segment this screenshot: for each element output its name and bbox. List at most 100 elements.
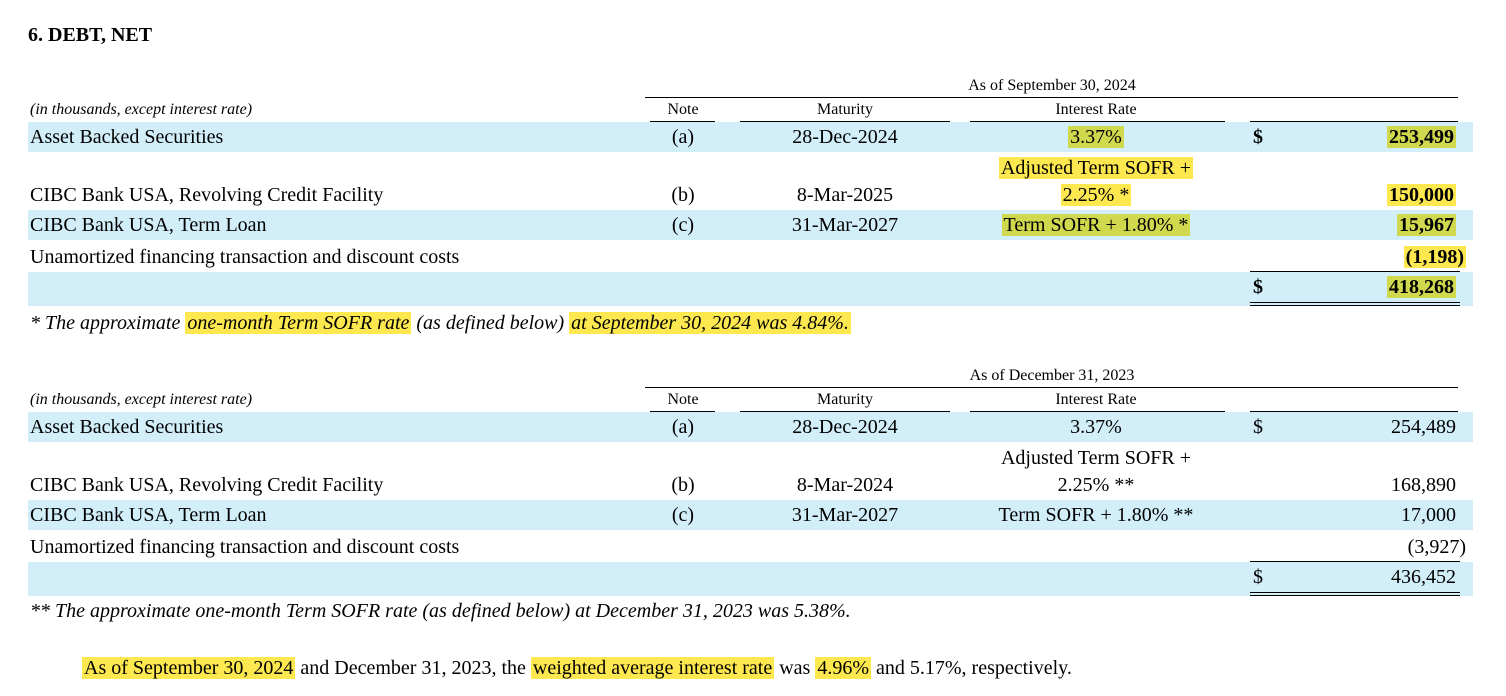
maturity-cell-text: 28-Dec-2024 bbox=[792, 416, 898, 438]
column-header: Interest Rate bbox=[886, 100, 1306, 120]
rule bbox=[740, 411, 950, 412]
amount-cell-text: 253,499 bbox=[1387, 126, 1456, 148]
paragraph-segment: 4.96% bbox=[815, 657, 872, 679]
row-label: CIBC Bank USA, Term Loan bbox=[30, 502, 267, 528]
rule bbox=[650, 121, 715, 122]
units-note: (in thousands, except interest rate) bbox=[30, 100, 252, 120]
rule bbox=[740, 121, 950, 122]
rate-cell: 2.25% ** bbox=[886, 472, 1306, 498]
amount-cell-text: (1,198) bbox=[1403, 246, 1466, 268]
rule bbox=[1250, 302, 1460, 303]
rule bbox=[645, 97, 1458, 98]
note-cell: (b) bbox=[473, 472, 893, 498]
column-header: Interest Rate bbox=[886, 390, 1306, 410]
row-label-text: Unamortized financing transaction and di… bbox=[30, 246, 460, 268]
row-label-text: Asset Backed Securities bbox=[30, 416, 224, 438]
row-label: CIBC Bank USA, Revolving Credit Facility bbox=[30, 182, 383, 208]
paragraph-segment: was bbox=[774, 657, 816, 679]
amount-cell-text: 150,000 bbox=[1387, 184, 1456, 206]
rule bbox=[650, 411, 715, 412]
rate-cell-text: 2.25% * bbox=[1060, 184, 1132, 206]
column-header-text: Maturity bbox=[817, 101, 873, 118]
period-header: As of September 30, 2024 bbox=[842, 76, 1262, 96]
footnote-segment: at September 30, 2024 was 4.84%. bbox=[569, 312, 851, 334]
rule bbox=[1250, 121, 1458, 122]
row-label: Asset Backed Securities bbox=[30, 414, 223, 440]
total-currency: $ bbox=[1253, 274, 1263, 300]
total-currency-text: $ bbox=[1253, 276, 1263, 298]
note-cell-text: (b) bbox=[671, 474, 695, 496]
rule bbox=[1250, 592, 1460, 593]
rate-cell: Term SOFR + 1.80% ** bbox=[886, 502, 1306, 528]
maturity-cell: 31-Mar-2027 bbox=[635, 502, 1055, 528]
rate-cell-text: 2.25% ** bbox=[1057, 474, 1135, 496]
rule bbox=[645, 387, 1458, 388]
row-band bbox=[28, 272, 1473, 306]
row-label-text: CIBC Bank USA, Term Loan bbox=[30, 504, 267, 526]
rate-cell: Term SOFR + 1.80% * bbox=[886, 212, 1306, 238]
paragraph-segment: and December 31, 2023, the bbox=[295, 657, 531, 679]
maturity-cell-text: 8-Mar-2024 bbox=[796, 474, 894, 496]
maturity-cell-text: 31-Mar-2027 bbox=[791, 214, 899, 236]
maturity-cell-text: 28-Dec-2024 bbox=[792, 126, 898, 148]
rate-cell: 3.37% bbox=[886, 124, 1306, 150]
note-cell: (b) bbox=[473, 182, 893, 208]
units-note-text: (in thousands, except interest rate) bbox=[30, 101, 253, 118]
note-cell-text: (c) bbox=[671, 214, 695, 236]
rate-cell-text: Term SOFR + 1.80% * bbox=[1001, 214, 1191, 236]
row-label-text: CIBC Bank USA, Revolving Credit Facility bbox=[30, 474, 384, 496]
rate-cell: Adjusted Term SOFR + bbox=[886, 155, 1306, 181]
column-header: Maturity bbox=[635, 390, 1055, 410]
column-header-text: Maturity bbox=[817, 391, 873, 408]
period-header-text: As of September 30, 2024 bbox=[968, 77, 1136, 94]
row-band bbox=[28, 122, 1473, 152]
row-band bbox=[28, 500, 1473, 530]
column-header-text: Note bbox=[667, 101, 699, 118]
row-label-text: Asset Backed Securities bbox=[30, 126, 224, 148]
amount-cell-text: 15,967 bbox=[1397, 214, 1456, 236]
amount-cell: (3,927) bbox=[1046, 534, 1466, 560]
currency-cell: $ bbox=[1253, 124, 1263, 150]
total-amount-text: 418,268 bbox=[1387, 276, 1456, 298]
amount-cell: 254,489 bbox=[1036, 414, 1456, 440]
row-band bbox=[28, 210, 1473, 240]
maturity-cell: 8-Mar-2025 bbox=[635, 182, 1055, 208]
row-band bbox=[28, 562, 1473, 596]
amount-cell-text: 168,890 bbox=[1391, 474, 1456, 496]
paragraph-segment: weighted average interest rate bbox=[530, 657, 775, 679]
footnote: ** The approximate one-month Term SOFR r… bbox=[30, 598, 851, 624]
total-amount: 418,268 bbox=[1036, 274, 1456, 300]
row-label: Unamortized financing transaction and di… bbox=[30, 534, 459, 560]
rate-cell: 3.37% bbox=[886, 414, 1306, 440]
column-header: Note bbox=[473, 390, 893, 410]
paragraph: As of September 30, 2024 and December 31… bbox=[82, 655, 1072, 681]
amount-cell-text: 17,000 bbox=[1401, 504, 1456, 526]
total-amount: 436,452 bbox=[1036, 564, 1456, 590]
rate-cell-text: 3.37% bbox=[1068, 126, 1124, 148]
footnote: * The approximate one-month Term SOFR ra… bbox=[30, 310, 851, 336]
amount-cell-text: 254,489 bbox=[1391, 416, 1456, 438]
note-cell-text: (a) bbox=[671, 416, 695, 438]
rule bbox=[1250, 305, 1460, 306]
note-cell-text: (c) bbox=[671, 504, 695, 526]
note-cell: (c) bbox=[473, 212, 893, 238]
row-label: Unamortized financing transaction and di… bbox=[30, 244, 459, 270]
row-label-text: Unamortized financing transaction and di… bbox=[30, 536, 460, 558]
note-cell: (a) bbox=[473, 414, 893, 440]
rule bbox=[970, 411, 1225, 412]
maturity-cell-text: 31-Mar-2027 bbox=[791, 504, 899, 526]
column-header-text: Note bbox=[667, 391, 699, 408]
currency-cell: $ bbox=[1253, 414, 1263, 440]
footnote-segment: * The approximate bbox=[30, 312, 186, 334]
column-header: Note bbox=[473, 100, 893, 120]
row-label-text: CIBC Bank USA, Revolving Credit Facility bbox=[30, 184, 384, 206]
rate-cell-text: Term SOFR + 1.80% ** bbox=[998, 504, 1194, 526]
amount-cell: (1,198) bbox=[1046, 244, 1466, 270]
rule bbox=[970, 121, 1225, 122]
amount-cell-text: (3,927) bbox=[1407, 536, 1466, 558]
amount-cell: 15,967 bbox=[1036, 212, 1456, 238]
footnote-segment: (as defined below) bbox=[411, 312, 570, 334]
maturity-cell: 28-Dec-2024 bbox=[635, 414, 1055, 440]
total-currency: $ bbox=[1253, 564, 1263, 590]
currency-cell-text: $ bbox=[1253, 416, 1263, 438]
